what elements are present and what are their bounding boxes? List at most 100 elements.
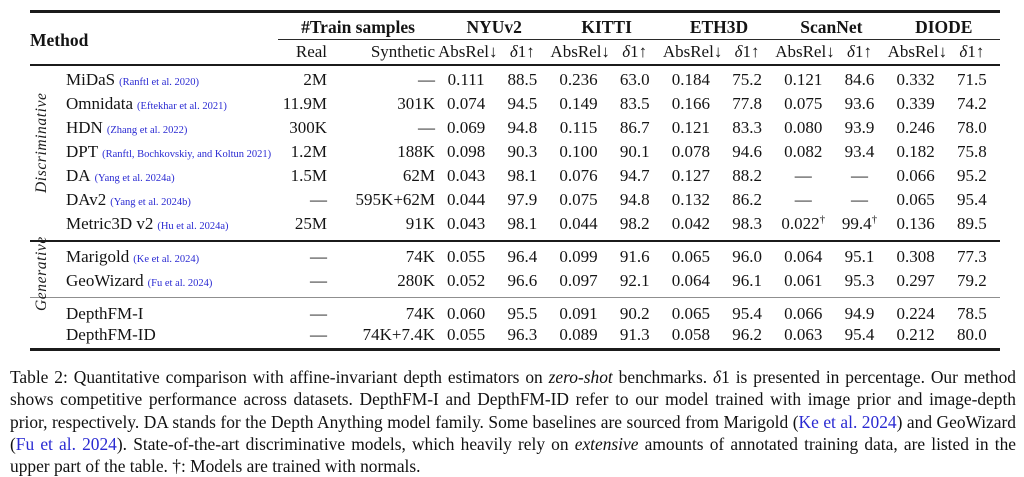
value-cell: 0.132 bbox=[671, 190, 711, 209]
value-cell: 0.082 bbox=[784, 142, 823, 161]
value-cell: 96.1 bbox=[732, 271, 762, 290]
value-cell: 0.022† bbox=[781, 213, 826, 233]
method-cell: DAv2 (Yang et al. 2024b) bbox=[30, 189, 278, 213]
value-cell: 93.9 bbox=[844, 118, 875, 137]
method-cell: HDN (Zhang et al. 2022) bbox=[30, 117, 278, 141]
table-row: Omnidata (Eftekhar et al. 2021) 11.9M 301K 0… bbox=[30, 93, 1000, 117]
column-header-method: Method bbox=[30, 11, 279, 66]
value-cell: 95.3 bbox=[844, 271, 875, 290]
value-cell: 96.3 bbox=[494, 324, 551, 351]
value-cell: 1.2M bbox=[290, 142, 328, 161]
value-cell: 98.2 bbox=[619, 214, 650, 233]
citation-link[interactable]: (Ke et al. 2024) bbox=[133, 254, 200, 265]
value-cell: 0.149 bbox=[559, 94, 598, 113]
method-name: DPT bbox=[66, 142, 99, 161]
caption-text: 1 is presented in percentage. Our method… bbox=[10, 367, 1017, 432]
column-header-delta1: δ1↑ bbox=[494, 39, 551, 66]
citation-link[interactable]: (Hu et al. 2024a) bbox=[157, 221, 229, 232]
value-cell: 86.2 bbox=[732, 190, 762, 209]
value-cell: 94.9 bbox=[831, 297, 888, 324]
dagger-superscript: † bbox=[819, 213, 826, 226]
column-group-kitti: KITTI bbox=[550, 11, 663, 40]
delta-rest: 1↑ bbox=[742, 42, 760, 61]
method-name: DepthFM-I bbox=[66, 304, 144, 323]
value-cell: 0.065 bbox=[662, 297, 719, 324]
table-row: DepthFM-I —74K 0.060 95.5 0.091 90.2 0.065 95.4… bbox=[30, 297, 1000, 324]
column-header-synthetic: Synthetic bbox=[330, 39, 439, 66]
value-cell: 75.2 bbox=[732, 70, 762, 89]
value-cell: 0.075 bbox=[559, 190, 598, 209]
value-cell: — bbox=[850, 190, 868, 209]
citation-link[interactable]: (Ranftl et al. 2020) bbox=[119, 77, 200, 88]
value-cell: 91K bbox=[405, 214, 436, 233]
caption-text: extensive bbox=[574, 433, 639, 454]
citation-link[interactable]: (Zhang et al. 2022) bbox=[106, 125, 188, 136]
value-cell: 94.8 bbox=[507, 118, 538, 137]
value-cell: 300K bbox=[289, 118, 328, 137]
delta-symbol: δ bbox=[734, 42, 743, 61]
value-cell: 91.3 bbox=[606, 324, 663, 351]
citation-link[interactable]: Ke et al. 2024 bbox=[798, 411, 897, 432]
citation-link[interactable]: (Eftekhar et al. 2021) bbox=[137, 101, 227, 112]
value-cell: 86.7 bbox=[619, 118, 650, 137]
value-cell: 0.121 bbox=[671, 118, 711, 137]
method-name: DA bbox=[66, 166, 91, 185]
method-name: Marigold bbox=[66, 247, 130, 266]
citation-link[interactable]: (Fu et al. 2024) bbox=[147, 278, 213, 289]
value-cell: 0.043 bbox=[447, 166, 486, 185]
value-cell: 96.2 bbox=[719, 324, 776, 351]
value-cell: 96.6 bbox=[507, 271, 538, 290]
delta-rest: 1↑ bbox=[854, 42, 872, 61]
value-cell: 301K bbox=[397, 94, 436, 113]
value-cell: 95.5 bbox=[494, 297, 551, 324]
table-row: Metric3D v2 (Hu et al. 2024a) 25M 91K 0.043 9… bbox=[30, 213, 1000, 241]
citation-link[interactable]: (Yang et al. 2024a) bbox=[94, 173, 175, 184]
value-cell: — bbox=[278, 324, 331, 351]
value-cell: 0.042 bbox=[671, 214, 711, 233]
column-header-delta1: δ1↑ bbox=[831, 39, 888, 66]
value-cell: 0.100 bbox=[559, 142, 598, 161]
column-group-train-samples: #Train samples bbox=[278, 11, 439, 40]
citation-link[interactable]: (Ranftl, Bochkovskiy, and Koltun 2021) bbox=[102, 149, 272, 160]
value-cell: — bbox=[850, 166, 868, 185]
value-cell: 0.052 bbox=[447, 271, 486, 290]
value-cell: 0.297 bbox=[896, 271, 935, 290]
value-cell: 88.5 bbox=[507, 70, 538, 89]
method-cell: DepthFM-ID bbox=[30, 324, 279, 351]
value-cell: 90.2 bbox=[606, 297, 663, 324]
table-caption: Table 2: Quantitative comparison with af… bbox=[10, 366, 1016, 477]
column-header-absrel: AbsRel↓ bbox=[550, 39, 610, 66]
value-cell: 11.9M bbox=[282, 94, 328, 113]
citation-link[interactable]: (Yang et al. 2024b) bbox=[110, 197, 191, 208]
value-cell: 83.3 bbox=[732, 118, 762, 137]
value-cell: 75.8 bbox=[957, 142, 987, 161]
method-name: HDN bbox=[66, 118, 103, 137]
value-cell: 188K bbox=[397, 142, 436, 161]
table-row: DPT (Ranftl, Bochkovskiy, and Koltun 2021… bbox=[30, 141, 1000, 165]
value-cell: 91.6 bbox=[606, 240, 663, 270]
paper-table-figure: Discriminative Generative Method #Train … bbox=[0, 10, 1024, 477]
value-cell: 0.078 bbox=[671, 142, 711, 161]
section-label-discriminative: Discriminative bbox=[33, 92, 50, 194]
column-header-absrel: AbsRel↓ bbox=[662, 39, 722, 66]
value-cell: 98.1 bbox=[507, 214, 538, 233]
value-cell: — bbox=[794, 190, 812, 209]
value-cell: 0.074 bbox=[447, 94, 486, 113]
value-cell: — bbox=[310, 190, 328, 209]
column-header-real: Real bbox=[278, 39, 331, 66]
value-cell: 0.055 bbox=[438, 240, 495, 270]
column-header-delta1: δ1↑ bbox=[606, 39, 663, 66]
column-header-delta1: δ1↑ bbox=[943, 39, 1000, 66]
method-name: Omnidata bbox=[66, 94, 134, 113]
value-cell: 0.236 bbox=[559, 70, 598, 89]
value-cell: 0.069 bbox=[447, 118, 486, 137]
value-cell: 95.1 bbox=[831, 240, 888, 270]
results-table: Method #Train samples NYUv2 KITTI ETH3D … bbox=[30, 10, 1000, 351]
caption-text: ) and GeoWizard ( bbox=[10, 411, 1016, 454]
table-row: DepthFM-ID —74K+7.4K 0.055 96.3 0.089 91.3 0.0… bbox=[30, 324, 1000, 351]
value-cell: 99.4† bbox=[841, 213, 878, 233]
delta-symbol: δ bbox=[622, 42, 631, 61]
value-cell: 0.098 bbox=[447, 142, 486, 161]
citation-link[interactable]: Fu et al. 2024 bbox=[15, 433, 117, 454]
method-cell: DA (Yang et al. 2024a) bbox=[30, 165, 278, 189]
